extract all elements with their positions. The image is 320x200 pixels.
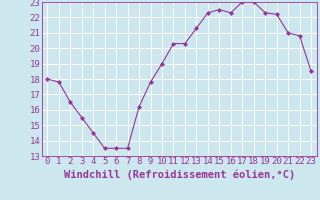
X-axis label: Windchill (Refroidissement éolien,°C): Windchill (Refroidissement éolien,°C) (64, 169, 295, 180)
